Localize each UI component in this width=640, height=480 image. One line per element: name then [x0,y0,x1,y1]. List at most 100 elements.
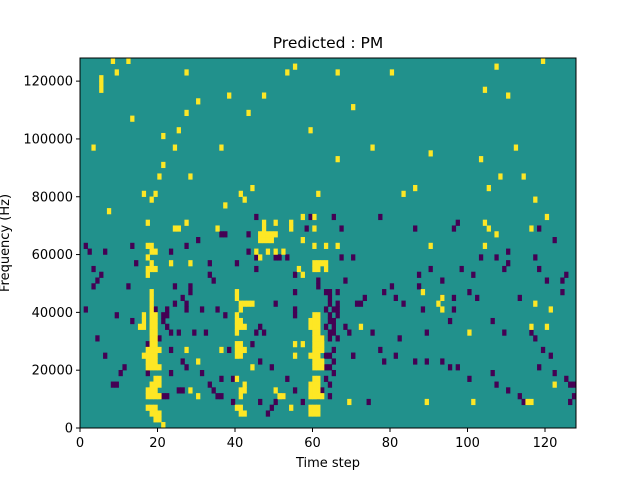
heatmap-cell-high [153,387,158,394]
heatmap-cell-high [238,404,243,411]
x-tick-label: 100 [455,436,480,451]
heatmap-cell-low [358,300,364,307]
heatmap-cell-high [312,364,317,371]
heatmap-cell-low [292,306,298,313]
heatmap-cell-high [347,398,352,406]
heatmap-cell-high [482,219,488,226]
heatmap-cell-low [571,393,577,400]
heatmap-cell-high [320,341,325,348]
heatmap-cell-high [145,254,150,261]
heatmap-cell-high [533,300,538,307]
heatmap-cell-high [544,213,550,221]
heatmap-cell-low [196,237,201,244]
heatmap-cell-high [141,352,147,359]
heatmap-cell-high [300,341,305,348]
heatmap-cell-high [246,300,251,307]
heatmap-cell-high [513,144,519,151]
heatmap-cell-low [475,294,480,302]
heatmap-cell-high [153,393,158,400]
heatmap-cell-low [537,265,542,273]
heatmap-cell-low [544,277,550,284]
heatmap-cell-low [323,306,329,313]
heatmap-cell-low [351,254,356,261]
heatmap-cell-low [91,265,96,273]
heatmap-cell-high [145,387,150,394]
heatmap-cell-low [246,248,251,255]
heatmap-cell-high [234,294,240,302]
heatmap-cell-high [145,352,150,359]
heatmap-cell-high [149,358,154,365]
heatmap-cell-high [420,289,426,296]
heatmap-cell-high [308,127,313,134]
heatmap-cell-low [145,341,150,348]
heatmap-cell-high [292,352,298,359]
heatmap-cell-low [494,254,499,261]
heatmap-cell-high [250,364,255,371]
heatmap-cell-high [467,329,472,336]
plot-frame [79,57,577,429]
heatmap-cell-high [521,173,526,180]
heatmap-cell-high [196,393,201,400]
heatmap-cell-low [451,306,457,313]
heatmap-cell-low [254,213,259,221]
heatmap-cell-low [168,346,174,354]
heatmap-cell-high [137,323,143,330]
heatmap-cell-high [242,381,247,388]
heatmap-cell-high [312,393,317,400]
heatmap-cell-high [486,225,491,232]
heatmap-cell-high [106,208,112,215]
heatmap-cell-low [568,381,573,388]
heatmap-cell-low [308,213,313,221]
heatmap-cell-high [184,69,189,76]
heatmap-cell-high [219,346,224,354]
heatmap-cell-low [122,364,127,371]
heatmap-cell-low [184,242,189,249]
heatmap-cell-high [145,358,150,365]
heatmap-cell-low [521,398,526,406]
heatmap-cell-high [161,161,166,169]
heatmap-cell-high [145,393,150,400]
heatmap-cell-low [103,352,108,359]
heatmap-cell-low [180,387,185,394]
heatmap-cell-high [149,410,154,417]
heatmap-cell-high [145,242,150,249]
heatmap-cell-high [323,260,329,267]
heatmap-cell-high [335,242,340,249]
heatmap-cell-low [91,283,96,290]
y-tick-label: 120000 [23,75,73,90]
heatmap-cell-high [149,196,154,203]
x-tick-label: 0 [76,436,84,451]
heatmap-cell-high [424,398,429,406]
heatmap-cell-high [149,289,154,296]
heatmap-cell-low [455,219,460,226]
heatmap-cell-high [529,225,534,232]
heatmap-cell-low [339,225,344,232]
heatmap-cell-high [323,242,329,249]
heatmap-cell-high [238,341,243,348]
heatmap-cell-high [172,144,178,151]
heatmap-cell-low [184,306,189,313]
heatmap-cell-high [312,225,317,232]
heatmap-cell-high [265,248,271,255]
heatmap-cell-low [168,369,174,377]
heatmap-cell-low [126,283,131,290]
heatmap-cell-low [506,260,511,267]
heatmap-cell-high [157,393,162,400]
heatmap-cell-low [188,283,193,290]
heatmap-cell-high [312,242,317,249]
heatmap-cell-high [316,265,321,273]
heatmap-cell-high [149,387,154,394]
heatmap-cell-high [149,352,154,359]
heatmap-cell-low [552,369,557,377]
heatmap-cell-low [320,387,325,394]
heatmap-cell-low [467,289,472,296]
heatmap-cell-high [320,335,325,342]
heatmap-cell-low [327,335,333,342]
heatmap-cell-low [234,260,240,267]
heatmap-cell-high [296,265,302,273]
heatmap-cell-high [308,387,313,394]
heatmap-cell-low [261,329,267,336]
heatmap-cell-high [153,317,158,325]
heatmap-cell-high [238,393,243,400]
heatmap-cell-high [234,329,240,336]
